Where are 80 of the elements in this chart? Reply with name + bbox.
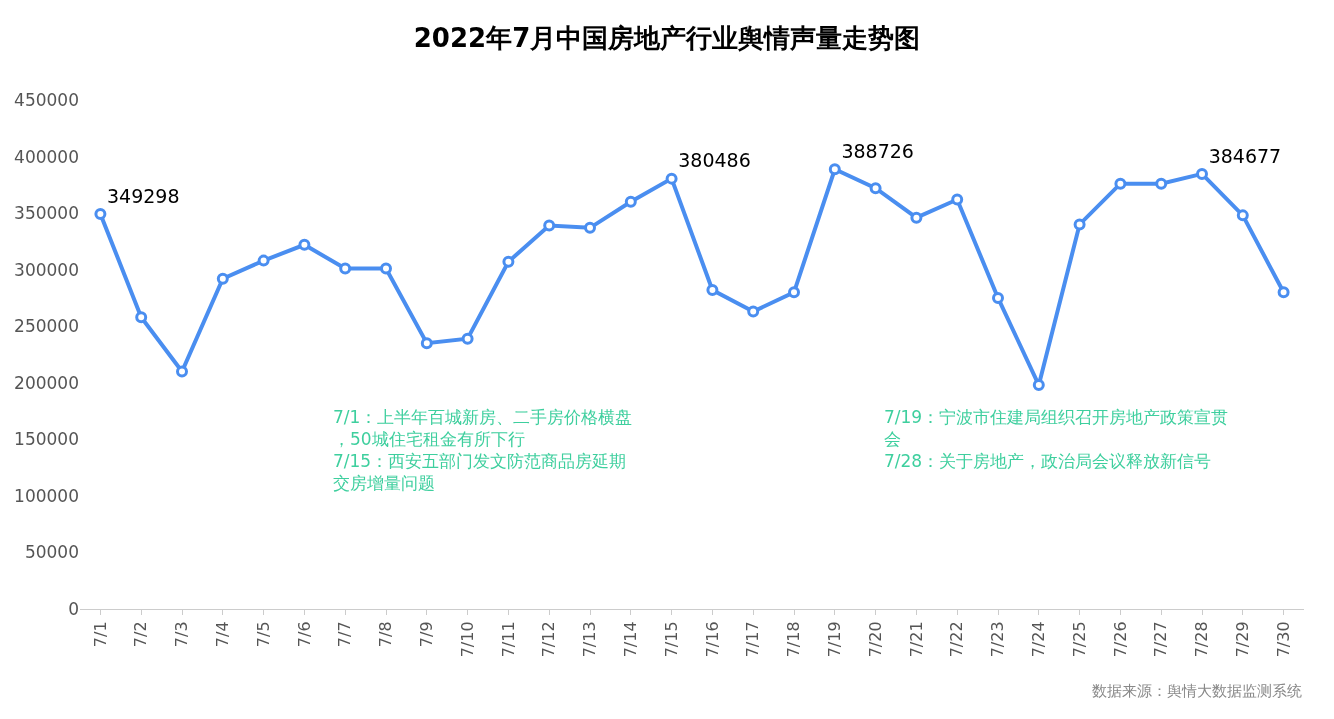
- x-tick-label: 7/4: [213, 621, 232, 648]
- point: [1196, 167, 1208, 180]
- x-tick-label: 7/18: [784, 621, 804, 658]
- point: [951, 193, 964, 206]
- point: [1277, 286, 1290, 299]
- x-tick-label: 7/19: [825, 621, 844, 658]
- x-tick-label: 7/3: [172, 621, 192, 648]
- point: [176, 365, 188, 378]
- point: [624, 195, 637, 208]
- data-label: 384677: [1208, 144, 1282, 167]
- y-tick-label: 350000: [14, 203, 79, 224]
- source-note: 数据来源：舆情大数据监测系统: [1092, 682, 1302, 700]
- x-tick-label: 7/17: [743, 621, 763, 658]
- x-tick-label: 7/7: [335, 621, 355, 648]
- point: [543, 219, 556, 232]
- point: [584, 221, 596, 234]
- x-tick-label: 7/14: [621, 621, 640, 658]
- y-tick-label: 0: [68, 598, 79, 619]
- point: [706, 284, 719, 297]
- y-tick-label: 250000: [14, 316, 79, 337]
- x-tick-label: 7/8: [376, 621, 396, 648]
- x-tick-label: 7/1: [90, 621, 110, 648]
- point: [380, 262, 392, 275]
- point: [828, 163, 841, 176]
- point: [1114, 177, 1127, 190]
- data-label: 388726: [841, 139, 914, 162]
- annotation: 7/28：关于房地产，政治局会议释放新信号: [884, 451, 1212, 472]
- point: [992, 291, 1004, 304]
- x-tick-label: 7/29: [1233, 621, 1252, 658]
- y-tick-label: 300000: [14, 259, 79, 280]
- annotation: 7/15：西安五部门发文防范商品房延期交房增量问题: [333, 451, 627, 494]
- point: [339, 262, 352, 275]
- point: [1236, 209, 1249, 222]
- x-tick-label: 7/10: [457, 621, 477, 658]
- point: [216, 272, 229, 285]
- y-tick-label: 50000: [24, 542, 79, 563]
- x-tick-label: 7/20: [865, 621, 885, 658]
- x-tick-label: 7/9: [417, 621, 436, 648]
- point: [502, 255, 515, 268]
- y-tick-label: 200000: [14, 372, 79, 393]
- x-tick-label: 7/13: [580, 621, 600, 658]
- point: [1073, 218, 1086, 231]
- x-tick-label: 7/27: [1151, 621, 1171, 658]
- annotation: 7/19：宁波市住建局组织召开房地产政策宣贯会: [884, 407, 1229, 450]
- x-tick-label: 7/2: [131, 621, 151, 648]
- x-tick-label: 7/30: [1273, 621, 1293, 658]
- point: [461, 332, 474, 345]
- point: [420, 337, 433, 350]
- x-tick-label: 7/5: [253, 621, 273, 648]
- point: [665, 172, 678, 185]
- point: [1155, 177, 1168, 190]
- x-tick-label: 7/26: [1110, 621, 1130, 658]
- point: [257, 254, 270, 267]
- x-tick-label: 7/21: [906, 621, 926, 658]
- x-tick-label: 7/28: [1192, 621, 1212, 658]
- point: [135, 311, 148, 324]
- annotation: 7/1：上半年百城新房、二手房价格横盘，50城住宅租金有所下行: [333, 407, 633, 450]
- data-label: 349298: [107, 184, 180, 207]
- point: [298, 238, 311, 251]
- point: [869, 182, 882, 195]
- x-tick-label: 7/15: [661, 621, 681, 658]
- chart-title: 2022年7月中国房地产行业舆情声量走势图: [413, 22, 921, 53]
- point: [94, 207, 107, 220]
- x-tick-label: 7/11: [498, 621, 518, 658]
- x-tick-label: 7/23: [988, 621, 1008, 658]
- x-tick-label: 7/25: [1069, 621, 1089, 658]
- x-tick-label: 7/16: [702, 621, 722, 658]
- x-tick-label: 7/12: [539, 621, 559, 658]
- point: [1032, 379, 1045, 392]
- y-tick-label: 450000: [14, 89, 79, 110]
- point: [910, 211, 923, 224]
- y-tick-label: 100000: [14, 485, 79, 506]
- x-tick-label: 7/24: [1029, 621, 1048, 658]
- point: [788, 286, 800, 299]
- y-tick-label: 150000: [14, 429, 79, 450]
- x-tick-label: 7/6: [294, 621, 314, 648]
- y-tick-label: 400000: [14, 146, 79, 167]
- data-label: 380486: [678, 149, 751, 172]
- x-tick-label: 7/22: [947, 621, 967, 658]
- point: [747, 305, 760, 318]
